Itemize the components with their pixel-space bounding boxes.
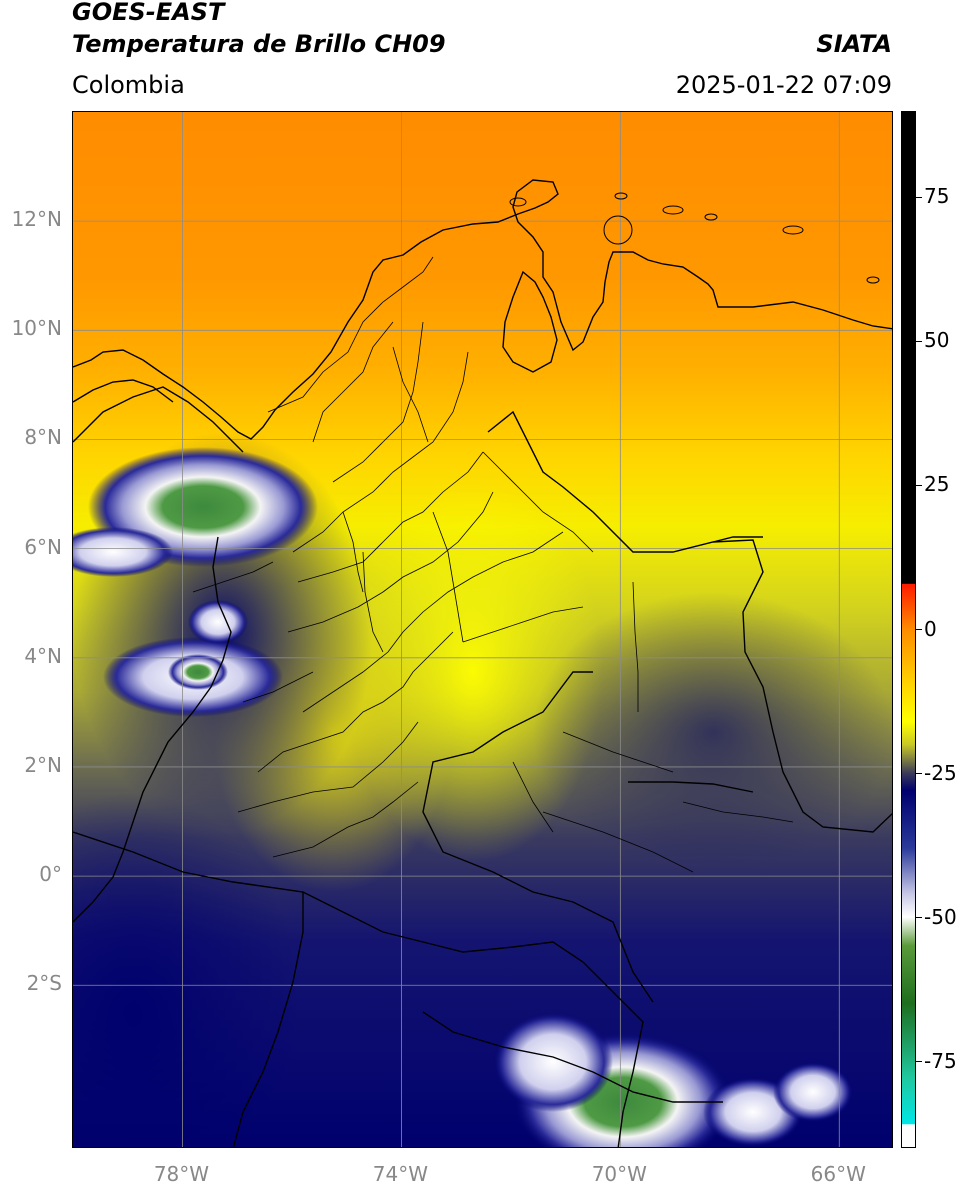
map-panel xyxy=(72,111,893,1148)
country-borders xyxy=(73,179,892,1147)
cloud-cell xyxy=(168,654,228,690)
ecuador-peru-border xyxy=(232,892,304,1147)
colorbar-tick-mark xyxy=(916,340,922,342)
pacific-cloud-south xyxy=(73,792,303,1147)
dept-line xyxy=(242,671,314,703)
latitude-tick-label: 10°N xyxy=(11,316,62,341)
dept-line xyxy=(512,761,554,833)
latitude-tick-label: 2°N xyxy=(24,752,62,777)
cloud-cell xyxy=(73,527,173,577)
coastline-north xyxy=(73,179,892,440)
longitude-tick-label: 66°W xyxy=(810,1162,866,1186)
dept-line xyxy=(332,321,424,483)
latitude-tick-label: 0° xyxy=(39,862,62,887)
colombia-venezuela-border xyxy=(487,410,892,833)
department-borders xyxy=(192,256,794,873)
dept-line xyxy=(362,551,384,653)
dept-line xyxy=(312,321,394,443)
pacific-coast xyxy=(73,536,232,923)
dept-line xyxy=(237,721,419,813)
colorbar-tick-mark xyxy=(916,629,922,630)
longitude-tick-label: 74°W xyxy=(372,1162,428,1186)
dept-line xyxy=(392,346,429,443)
dept-line xyxy=(292,351,469,553)
brazil-peru-border xyxy=(422,1011,723,1103)
island xyxy=(866,276,880,284)
colombia-brazil-border xyxy=(422,671,654,1003)
border-segment xyxy=(628,781,754,793)
dept-line xyxy=(257,631,454,773)
colorbar-tick-label: 50 xyxy=(924,328,950,353)
colorbar-tick-mark xyxy=(916,484,922,486)
latitude-tick-label: 12°N xyxy=(11,207,62,232)
latitude-tick-label: 6°N xyxy=(24,534,62,559)
longitude-tick-label: 70°W xyxy=(591,1162,647,1186)
colorbar-tick-label: -50 xyxy=(924,904,957,929)
cloud-cell xyxy=(773,1062,853,1122)
dept-line xyxy=(192,561,274,593)
island xyxy=(614,192,628,200)
island xyxy=(509,197,527,207)
dept-line xyxy=(432,511,464,643)
colorbar-tick-mark xyxy=(916,196,922,198)
maracaibo-lake xyxy=(502,270,558,373)
colorbar-tick-label: -75 xyxy=(924,1048,957,1073)
dept-line xyxy=(297,451,484,583)
colorbar-tick-label: 0 xyxy=(924,616,937,641)
longitude-tick-label: 78°W xyxy=(153,1162,210,1186)
datetime-label: 2025-01-22 07:09 xyxy=(675,71,892,99)
dept-line xyxy=(302,531,564,713)
colorbar-tick-mark xyxy=(916,1061,922,1063)
latitude-tick-label: 2°S xyxy=(26,971,62,996)
island xyxy=(603,215,633,245)
cloud-cell xyxy=(493,1012,613,1112)
colorbar-tick-mark xyxy=(916,773,922,775)
island xyxy=(704,213,718,221)
venezuela-segment xyxy=(712,536,763,543)
latitude-tick-label: 4°N xyxy=(24,643,62,668)
colombia-peru-border xyxy=(73,831,644,1147)
colorbar-tick-mark xyxy=(916,917,922,919)
cool-east xyxy=(533,592,892,872)
island xyxy=(662,205,684,215)
dept-line xyxy=(287,491,494,633)
latitude-tick-label: 8°N xyxy=(24,425,62,450)
panama-north xyxy=(73,379,174,403)
grid-lines xyxy=(73,112,892,1147)
dept-line xyxy=(542,811,694,873)
satellite-title: GOES-EAST xyxy=(72,0,225,26)
product-title: Temperatura de Brillo CH09 xyxy=(72,30,446,58)
panama-coast xyxy=(73,386,244,453)
colorbar-tick-label: -25 xyxy=(924,760,957,785)
dept-line xyxy=(682,801,794,823)
dept-line xyxy=(562,731,674,773)
dept-line xyxy=(272,781,419,858)
dept-line xyxy=(267,256,434,413)
dept-line xyxy=(462,606,584,643)
cloud-cell xyxy=(188,600,248,644)
island xyxy=(782,225,804,235)
dept-line xyxy=(342,511,364,593)
region-label: Colombia xyxy=(72,71,185,99)
colorbar xyxy=(901,111,916,1148)
dept-line xyxy=(632,581,639,712)
agency-label: SIATA xyxy=(816,30,892,58)
islands xyxy=(509,192,880,284)
dept-line xyxy=(482,451,594,553)
colorbar-tick-label: 75 xyxy=(924,184,950,209)
colorbar-tick-label: 25 xyxy=(924,472,950,497)
